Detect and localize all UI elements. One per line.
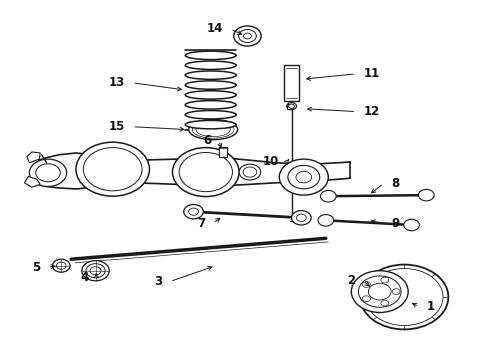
Text: 14: 14 (207, 22, 223, 35)
Circle shape (189, 208, 198, 215)
Circle shape (239, 30, 256, 42)
Circle shape (320, 190, 336, 202)
Circle shape (418, 189, 434, 201)
Text: 10: 10 (263, 156, 279, 168)
Text: 15: 15 (109, 120, 125, 133)
Bar (219, 147, 227, 157)
Text: 11: 11 (364, 67, 380, 80)
Ellipse shape (185, 101, 236, 109)
Ellipse shape (185, 91, 236, 99)
Circle shape (90, 267, 101, 275)
Circle shape (279, 159, 328, 195)
Circle shape (351, 271, 408, 312)
Ellipse shape (185, 61, 236, 69)
Ellipse shape (185, 111, 236, 119)
Circle shape (82, 261, 109, 281)
Text: 1: 1 (426, 300, 435, 313)
Ellipse shape (185, 71, 236, 79)
Polygon shape (27, 152, 40, 163)
Ellipse shape (189, 120, 238, 140)
Circle shape (292, 211, 311, 225)
Circle shape (318, 215, 334, 226)
Bar (287, 104, 293, 109)
Circle shape (52, 259, 70, 272)
Circle shape (366, 269, 443, 325)
Circle shape (243, 167, 257, 177)
Circle shape (359, 276, 401, 307)
Text: 8: 8 (391, 177, 399, 190)
Circle shape (296, 171, 312, 183)
Ellipse shape (185, 121, 236, 129)
Circle shape (360, 265, 448, 329)
Circle shape (363, 296, 370, 302)
Ellipse shape (185, 81, 236, 89)
Text: 7: 7 (197, 217, 206, 230)
Text: 12: 12 (364, 105, 380, 118)
Circle shape (288, 166, 319, 189)
Ellipse shape (193, 121, 234, 138)
Circle shape (234, 26, 261, 46)
Circle shape (296, 214, 306, 221)
Text: 4: 4 (81, 271, 89, 284)
Text: 6: 6 (203, 134, 212, 147)
Polygon shape (24, 176, 40, 187)
Circle shape (363, 282, 370, 287)
Bar (284, 65, 299, 101)
Ellipse shape (185, 51, 236, 59)
Circle shape (381, 300, 389, 306)
Circle shape (392, 289, 400, 294)
Circle shape (368, 283, 391, 300)
Ellipse shape (197, 123, 229, 136)
Circle shape (179, 153, 232, 192)
Circle shape (244, 33, 251, 39)
Circle shape (381, 277, 389, 283)
Circle shape (172, 148, 239, 197)
Circle shape (56, 262, 66, 269)
Text: 9: 9 (391, 217, 399, 230)
Text: 5: 5 (32, 261, 40, 274)
Circle shape (36, 164, 60, 182)
Circle shape (184, 204, 203, 219)
Circle shape (239, 164, 261, 180)
Circle shape (29, 159, 67, 186)
Text: 3: 3 (154, 275, 163, 288)
Circle shape (76, 142, 149, 196)
Circle shape (287, 103, 296, 110)
Circle shape (83, 148, 142, 191)
Circle shape (289, 104, 294, 108)
Ellipse shape (196, 122, 230, 137)
Circle shape (86, 264, 105, 278)
Text: 13: 13 (109, 76, 125, 89)
Text: 2: 2 (347, 274, 355, 287)
Circle shape (404, 219, 419, 231)
